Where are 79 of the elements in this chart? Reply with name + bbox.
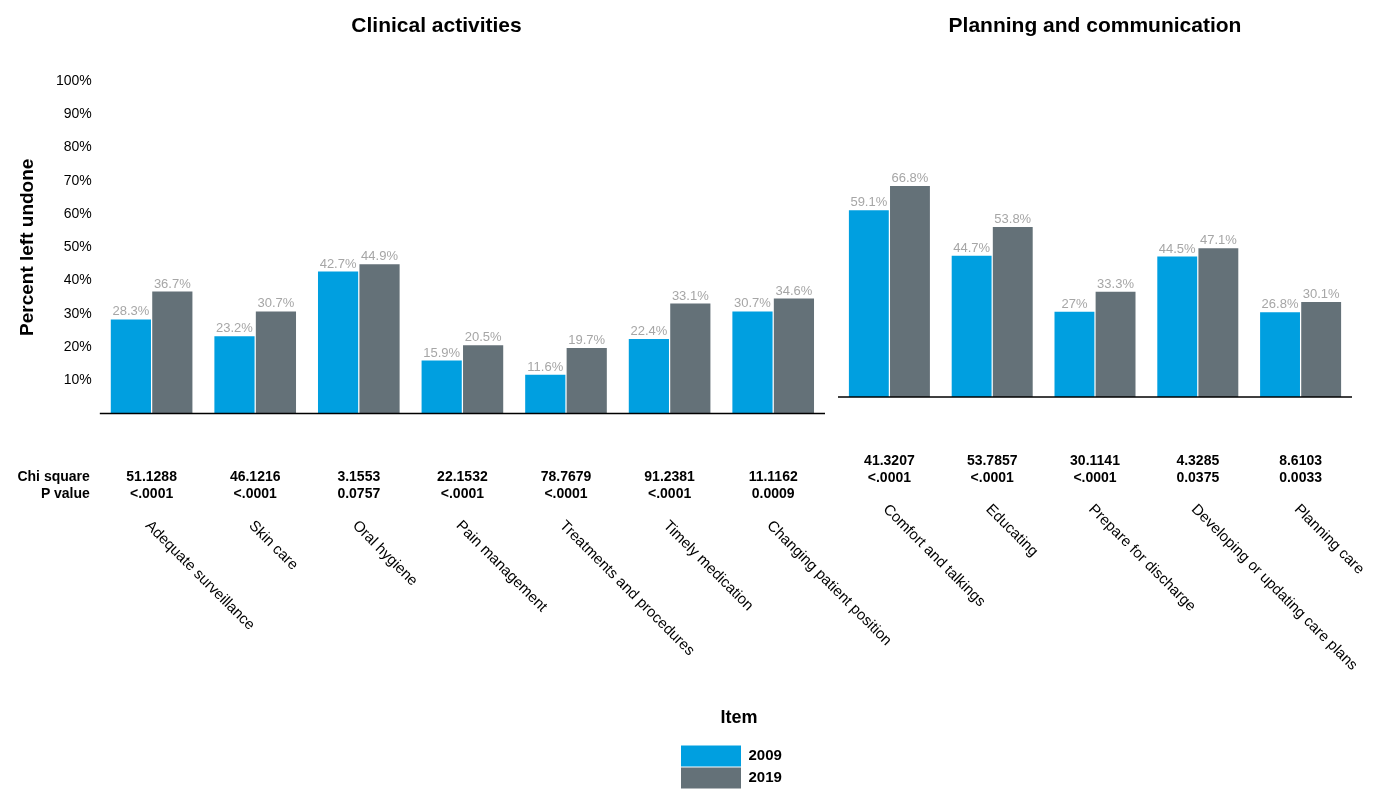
- y-tick-label: 80%: [63, 138, 92, 155]
- bar: [1157, 256, 1198, 397]
- text: 91.2381 <.0001: [644, 468, 696, 502]
- bar: [1260, 312, 1300, 397]
- bar: [317, 271, 359, 414]
- y-tick-label: 100%: [55, 72, 92, 89]
- text: 41.3207 <.0001: [864, 451, 915, 485]
- data-label: 33.3%: [1097, 275, 1135, 291]
- text: 3.1553 0.0757: [337, 468, 381, 502]
- data-label: 59.1%: [850, 194, 888, 210]
- y-tick-label: 70%: [63, 171, 92, 188]
- data-label: 36.7%: [153, 275, 192, 291]
- data-label: 44.5%: [1158, 240, 1197, 256]
- data-label: 30.1%: [1302, 286, 1341, 302]
- data-label: 44.9%: [361, 248, 399, 264]
- bar: [110, 319, 151, 414]
- bar: [359, 264, 400, 414]
- data-label: 47.1%: [1199, 232, 1238, 248]
- text: 51.1288 <.0001: [126, 468, 178, 502]
- data-label: 23.2%: [216, 320, 254, 336]
- text: 22.1532 <.0001: [437, 468, 488, 502]
- bar: [1095, 291, 1136, 397]
- y-tick-label: 20%: [63, 337, 92, 354]
- data-label: 20.5%: [464, 329, 502, 345]
- y-tick-label: 40%: [63, 271, 92, 288]
- bar: [992, 227, 1033, 397]
- bar: [463, 345, 504, 414]
- data-label: 33.1%: [671, 287, 710, 303]
- text: 30.1141 <.0001: [1070, 451, 1121, 485]
- bar: [951, 255, 992, 397]
- data-label: 19.7%: [568, 332, 606, 348]
- data-label: 30.7%: [257, 295, 295, 311]
- text: Chi square: [17, 468, 91, 485]
- legend-title: Item: [720, 706, 758, 727]
- data-label: 42.7%: [319, 255, 357, 271]
- data-label: 66.8%: [891, 170, 929, 186]
- chart-title: Clinical activities: [351, 13, 522, 37]
- y-tick-label: 90%: [63, 105, 92, 122]
- bar: [214, 336, 255, 414]
- bar: [890, 186, 930, 397]
- data-label: 30.7%: [734, 295, 772, 311]
- legend-label: 2019: [748, 768, 782, 786]
- data-label: 22.4%: [630, 323, 668, 339]
- bar: [732, 311, 773, 414]
- y-axis-title: Percent left undone: [16, 158, 38, 336]
- text: 4.3285 0.0375: [1176, 451, 1220, 485]
- bar: [255, 311, 297, 414]
- text: 11.1162 0.0009: [748, 468, 798, 502]
- data-label: 53.8%: [994, 211, 1032, 227]
- data-label: 34.6%: [775, 282, 813, 298]
- bar: [1198, 248, 1239, 397]
- bar: [421, 360, 462, 414]
- data-label: 11.6%: [527, 358, 564, 374]
- bar: [848, 210, 889, 397]
- bar: [152, 291, 193, 414]
- bar: [525, 374, 566, 414]
- y-tick-label: 60%: [63, 204, 92, 221]
- bar: [1054, 311, 1095, 397]
- text: 78.7679 <.0001: [540, 468, 592, 502]
- legend-label: 2009: [748, 746, 782, 764]
- text: P value: [41, 485, 91, 502]
- chart-title: Planning and communication: [948, 13, 1242, 37]
- data-label: 26.8%: [1261, 296, 1299, 312]
- data-label: 44.7%: [953, 239, 991, 255]
- text: 8.6103 0.0033: [1279, 451, 1323, 485]
- bar: [773, 298, 815, 414]
- data-label: 28.3%: [112, 303, 150, 319]
- x-tick-label: Skin care: [246, 516, 303, 573]
- bar: [670, 303, 711, 414]
- y-tick-label: 10%: [63, 371, 92, 388]
- text: 46.1216 <.0001: [229, 468, 281, 502]
- data-label: 27%: [1061, 295, 1088, 311]
- text: 53.7857 <.0001: [966, 451, 1018, 485]
- data-label: 15.9%: [423, 344, 461, 360]
- y-tick-label: 50%: [63, 238, 92, 255]
- y-tick-label: 30%: [63, 304, 92, 321]
- bar: [1301, 301, 1342, 397]
- bar: [628, 338, 669, 414]
- bar: [566, 347, 607, 414]
